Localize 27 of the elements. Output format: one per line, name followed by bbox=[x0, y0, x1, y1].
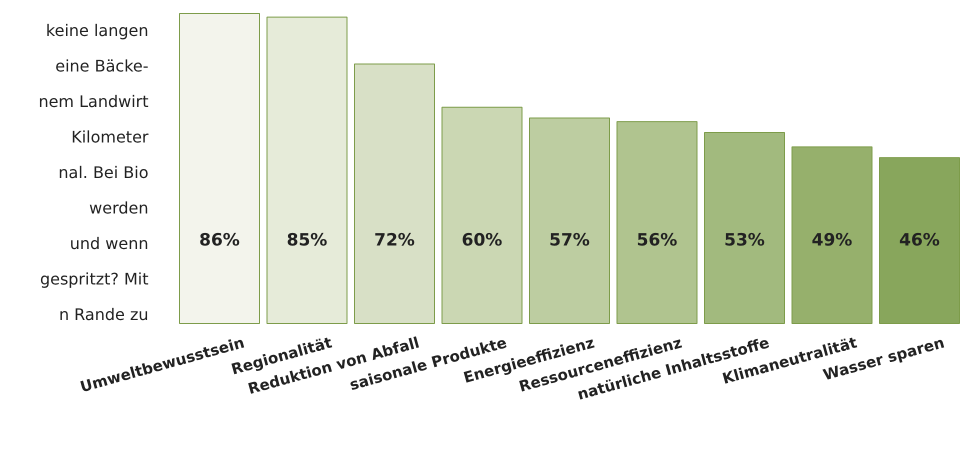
data-label: 60% bbox=[462, 230, 502, 250]
bar bbox=[616, 121, 698, 324]
bar bbox=[792, 146, 872, 324]
bar bbox=[266, 16, 348, 324]
text: nal. Bei Bio bbox=[58, 163, 148, 182]
text: keine langen bbox=[46, 21, 149, 40]
data-label: 85% bbox=[286, 230, 328, 250]
data-label: 46% bbox=[899, 230, 940, 250]
text: n Rande zu bbox=[58, 305, 148, 324]
text: Kilometer bbox=[71, 128, 149, 146]
text: nem Landwirt bbox=[38, 92, 149, 111]
bar bbox=[879, 157, 960, 324]
bar bbox=[354, 63, 435, 324]
data-label: 56% bbox=[636, 230, 678, 250]
text: eine Bäcke- bbox=[55, 56, 148, 76]
bar bbox=[704, 132, 785, 324]
data-label: 49% bbox=[812, 230, 852, 250]
bar bbox=[442, 106, 522, 324]
text: und wenn bbox=[70, 234, 148, 253]
data-label: 53% bbox=[724, 230, 765, 250]
data-label: 72% bbox=[374, 230, 415, 250]
data-label: 86% bbox=[199, 230, 240, 250]
bar bbox=[529, 118, 610, 324]
data-label: 57% bbox=[549, 230, 590, 250]
text: werden bbox=[89, 198, 149, 218]
bar bbox=[179, 13, 260, 324]
text: gespritzt? Mit bbox=[40, 270, 148, 288]
